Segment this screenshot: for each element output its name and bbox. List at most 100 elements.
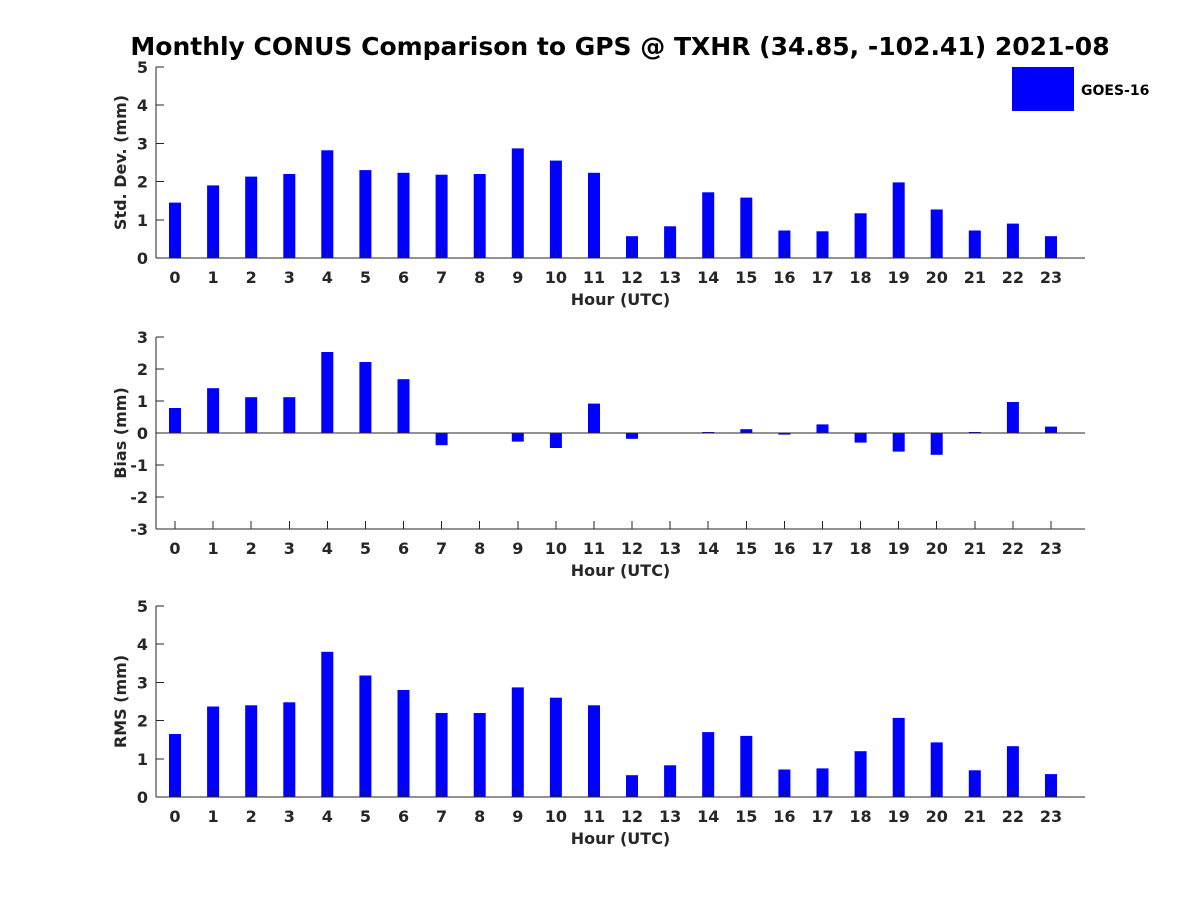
bias-bar-20 (930, 433, 943, 455)
bias-x-tick-label: 9 (512, 539, 523, 558)
rms-x-tick-label: 7 (436, 807, 447, 826)
rms-x-tick-label: 8 (474, 807, 485, 826)
std-dev-bar-3 (283, 174, 296, 258)
std-dev-x-tick-label: 0 (169, 268, 180, 287)
bias-bar-5 (359, 362, 372, 433)
chart-title: Monthly CONUS Comparison to GPS @ TXHR (… (130, 32, 1109, 61)
rms-bar-15 (740, 735, 753, 797)
rms-bar-4 (321, 651, 334, 797)
std-dev-bar-20 (930, 209, 943, 258)
rms-x-tick-label: 23 (1040, 807, 1062, 826)
std-dev-x-tick-label: 14 (697, 268, 719, 287)
bias-bar-22 (1006, 402, 1019, 433)
rms-x-tick-label: 22 (1002, 807, 1024, 826)
bias-bar-12 (626, 433, 638, 439)
std-dev-x-tick-label: 19 (888, 268, 910, 287)
bias-bar-16 (778, 433, 791, 435)
std-dev-x-tick-label: 17 (811, 268, 833, 287)
bias-x-tick-label: 13 (659, 539, 681, 558)
std-dev-bar-0 (169, 202, 181, 258)
std-dev-bar-2 (245, 176, 258, 258)
std-dev-bar-13 (664, 226, 677, 258)
rms-bar-17 (816, 768, 829, 797)
rms-x-tick-label: 0 (169, 807, 180, 826)
bias-bar-10 (549, 433, 562, 448)
std-dev-x-axis-label: Hour (UTC) (571, 290, 671, 309)
rms-bar-20 (930, 742, 943, 797)
bias-x-tick-label: 19 (888, 539, 910, 558)
std-dev-x-tick-label: 2 (246, 268, 257, 287)
bias-x-tick-label: 17 (811, 539, 833, 558)
bias-bar-11 (588, 403, 600, 433)
rms-y-tick-label: 3 (137, 673, 148, 692)
rms-x-tick-label: 3 (284, 807, 295, 826)
bias-x-tick-label: 5 (360, 539, 371, 558)
rms-y-tick-label: 5 (137, 597, 148, 616)
bias-x-tick-label: 22 (1002, 539, 1024, 558)
bias-x-tick-label: 18 (849, 539, 871, 558)
std-dev-bar-4 (321, 150, 334, 258)
std-dev-bar-1 (207, 185, 220, 258)
bias-bar-7 (435, 433, 448, 446)
bias-x-tick-label: 6 (398, 539, 409, 558)
rms-x-tick-label: 5 (360, 807, 371, 826)
bias-bar-19 (892, 433, 905, 452)
rms-x-tick-label: 12 (621, 807, 643, 826)
std-dev-bar-7 (435, 174, 448, 258)
std-dev-bar-12 (626, 236, 638, 258)
bias-x-tick-label: 7 (436, 539, 447, 558)
std-dev-x-tick-label: 5 (360, 268, 371, 287)
std-dev-x-tick-label: 1 (208, 268, 219, 287)
std-dev-x-tick-label: 11 (583, 268, 605, 287)
std-dev-y-tick-label: 5 (137, 58, 148, 77)
rms-bar-7 (435, 713, 448, 797)
rms-y-tick-label: 0 (137, 788, 148, 807)
rms-x-tick-label: 11 (583, 807, 605, 826)
legend-swatch (1012, 67, 1074, 111)
rms-bar-10 (549, 697, 562, 797)
std-dev-bar-15 (740, 197, 753, 258)
std-dev-x-tick-label: 21 (964, 268, 986, 287)
rms-x-tick-label: 1 (208, 807, 219, 826)
std-dev-y-axis-label: Std. Dev. (mm) (111, 95, 130, 230)
rms-bar-0 (169, 734, 181, 797)
rms-bar-14 (702, 732, 715, 797)
rms-x-tick-label: 6 (398, 807, 409, 826)
bias-x-tick-label: 2 (246, 539, 257, 558)
std-dev-bar-23 (1045, 236, 1057, 258)
bias-y-tick-label: -2 (130, 488, 148, 507)
bias-x-tick-label: 15 (735, 539, 757, 558)
bias-x-tick-label: 20 (926, 539, 948, 558)
rms-bar-11 (588, 705, 600, 797)
std-dev-x-tick-label: 22 (1002, 268, 1024, 287)
std-dev-y-tick-label: 0 (137, 249, 148, 268)
bias-bar-2 (245, 397, 258, 433)
bias-y-tick-label: 2 (137, 360, 148, 379)
bias-x-tick-label: 3 (284, 539, 295, 558)
bias-x-tick-label: 0 (169, 539, 180, 558)
std-dev-x-tick-label: 18 (849, 268, 871, 287)
bias-y-tick-label: 0 (137, 424, 148, 443)
std-dev-x-tick-label: 4 (322, 268, 333, 287)
std-dev-y-tick-label: 3 (137, 134, 148, 153)
bias-bar-4 (321, 352, 334, 433)
rms-bar-13 (664, 765, 677, 797)
rms-x-tick-label: 2 (246, 807, 257, 826)
bias-y-axis-label: Bias (mm) (111, 387, 130, 479)
bias-bar-18 (854, 433, 867, 443)
bias-bar-0 (169, 408, 181, 433)
std-dev-x-tick-label: 6 (398, 268, 409, 287)
rms-y-tick-label: 4 (137, 635, 148, 654)
rms-x-axis-label: Hour (UTC) (571, 829, 671, 848)
rms-bar-23 (1045, 774, 1057, 797)
rms-x-tick-label: 20 (926, 807, 948, 826)
rms-bar-12 (626, 775, 638, 797)
bias-bar-9 (511, 433, 524, 442)
std-dev-bar-9 (511, 148, 524, 258)
rms-x-tick-label: 13 (659, 807, 681, 826)
rms-y-tick-label: 1 (137, 750, 148, 769)
std-dev-x-tick-label: 8 (474, 268, 485, 287)
